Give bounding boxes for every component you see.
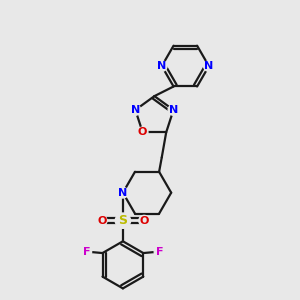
Text: F: F bbox=[156, 247, 163, 256]
Text: O: O bbox=[140, 216, 149, 226]
Circle shape bbox=[157, 61, 167, 71]
Text: N: N bbox=[169, 105, 178, 115]
Text: N: N bbox=[131, 105, 140, 115]
Circle shape bbox=[168, 105, 179, 115]
Circle shape bbox=[118, 188, 128, 198]
Text: S: S bbox=[118, 214, 127, 227]
Text: O: O bbox=[97, 216, 106, 226]
Circle shape bbox=[130, 105, 141, 115]
Text: N: N bbox=[204, 61, 214, 71]
Circle shape bbox=[115, 213, 130, 228]
Circle shape bbox=[96, 215, 107, 226]
Circle shape bbox=[204, 61, 214, 71]
Text: N: N bbox=[118, 188, 128, 198]
Circle shape bbox=[137, 127, 148, 138]
Circle shape bbox=[139, 215, 149, 226]
Circle shape bbox=[81, 246, 92, 257]
Text: N: N bbox=[157, 61, 167, 71]
Text: O: O bbox=[138, 127, 147, 137]
Circle shape bbox=[154, 246, 165, 257]
Text: F: F bbox=[82, 247, 90, 256]
